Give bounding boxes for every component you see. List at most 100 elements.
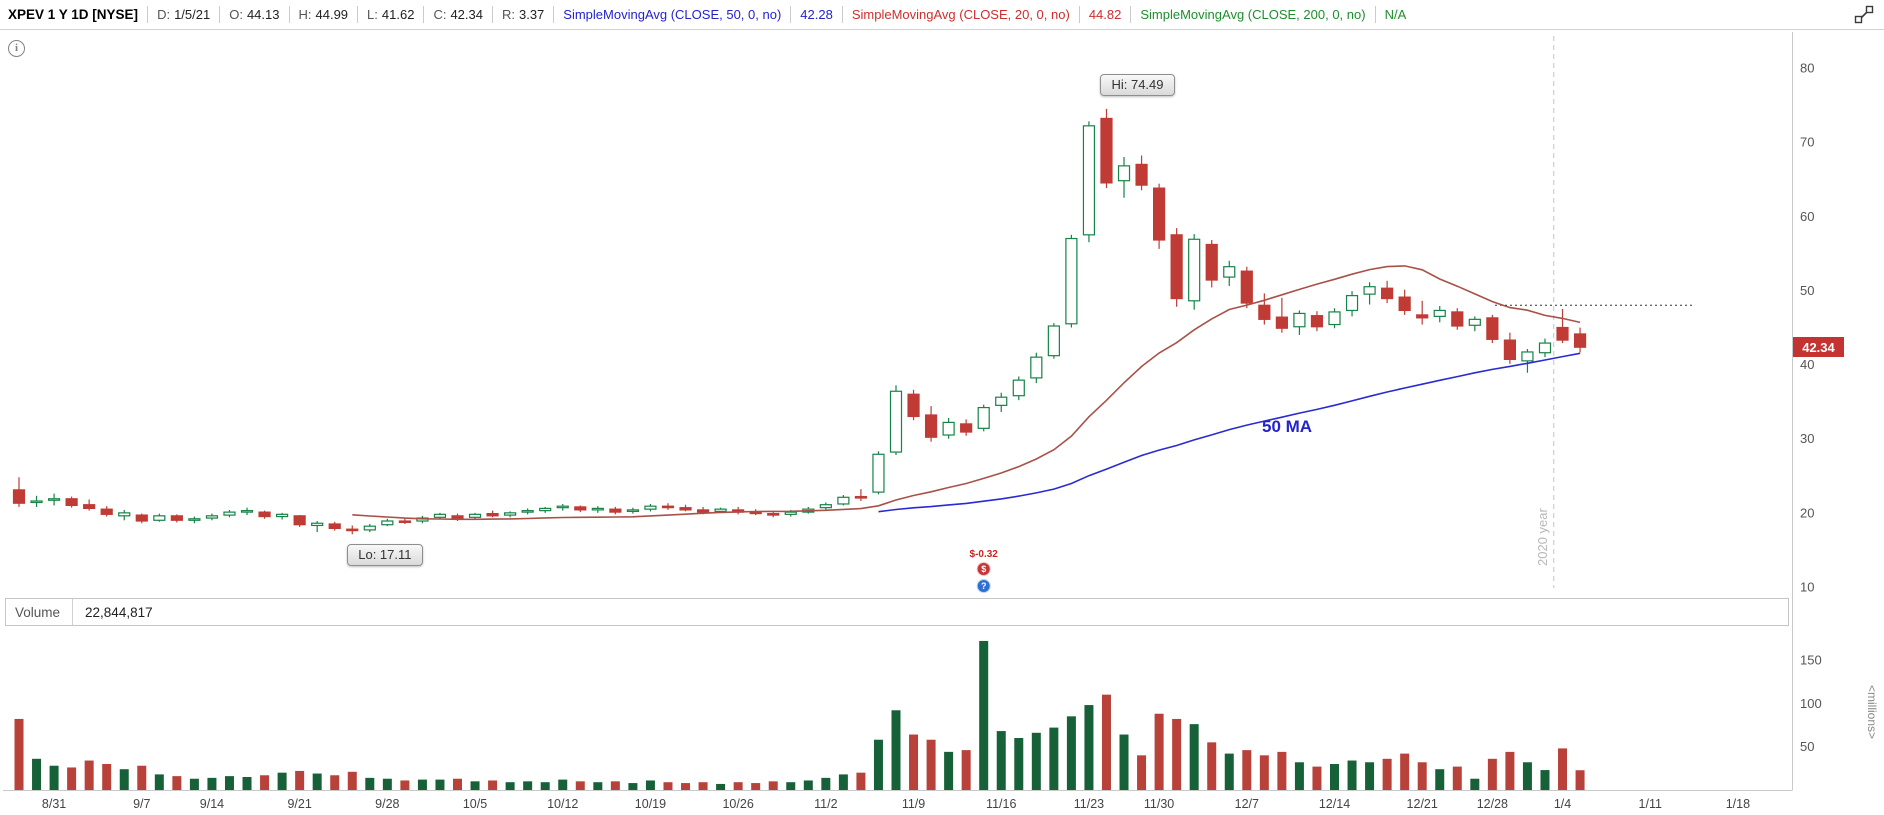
candle [1503,332,1517,364]
volume-bar [295,770,305,790]
volume-bar [417,779,427,790]
candle [381,518,394,527]
volume-bar [681,783,691,790]
chart-tools-icon[interactable] [1854,5,1874,25]
volume-bar [260,775,270,790]
volume-bar [768,781,778,790]
price-tick-label: 70 [1800,135,1814,150]
volume-bar [1400,753,1410,790]
volume-bar [505,782,515,790]
info-icon[interactable]: i [8,40,25,57]
volume-bar [1330,764,1339,790]
toolbar-separator [491,6,493,23]
candle [1556,308,1569,344]
price-tick-label: 30 [1800,431,1814,446]
toolbar-separator [219,6,221,23]
candle [1030,352,1043,384]
candle [486,510,499,518]
volume-bar [1435,769,1445,790]
date-tick-label: 10/19 [635,797,666,811]
candle [889,385,903,456]
lo-annotation: Lo: 17.11 [347,544,423,567]
sma20-overlay-label[interactable]: SimpleMovingAvg (CLOSE, 20, 0, no) [851,7,1070,22]
date-tick-label: 9/7 [133,797,150,811]
candle [398,518,411,524]
date-tick-label: 9/14 [200,797,224,811]
date-tick-label: 11/9 [902,797,925,811]
candle [30,495,43,507]
candle [539,506,552,513]
volume-bar [909,734,919,790]
toolbar-separator [1374,6,1376,23]
toolbar-separator [357,6,359,23]
event-marker-glyph: ? [981,581,987,591]
earnings-marker-icon [976,562,991,576]
candle [1521,349,1534,373]
candle [942,417,955,439]
sma20-line [352,265,1581,521]
volume-pane-label: Volume [15,604,61,620]
candle [1047,323,1060,359]
candle [854,489,868,501]
symbol-title[interactable]: XPEV 1 Y 1D [NYSE] [8,7,139,22]
hi-annotation: Hi: 74.49 [1100,73,1175,96]
volume-tick-label: 100 [1800,696,1822,711]
volume-bar [312,773,322,790]
candle [1363,282,1376,305]
date-readout: D: 1/5/21 [157,7,211,22]
volume-bar [49,765,59,790]
candle [433,512,447,519]
candle [1538,338,1552,358]
volume-bar [663,782,673,790]
candle [995,392,1008,413]
candle [1398,289,1411,315]
date-tick-label: 11/23 [1074,797,1104,811]
volume-bar [277,772,287,790]
volume-bar [488,780,498,790]
sma20-value: 44.82 [1088,7,1122,22]
candle [1082,121,1096,243]
toolbar-separator [553,6,555,23]
volume-bar [926,739,936,790]
volume-bar [207,777,217,790]
volume-bar [944,751,954,790]
volume-bar [1207,742,1217,790]
date-tick-label: 1/11 [1639,797,1662,811]
date-tick-label: 10/5 [463,797,487,811]
volume-bar [84,760,94,790]
volume-bar [1294,762,1304,790]
candle [135,513,148,524]
low-readout: L: 41.62 [367,7,415,22]
volume-pane-header[interactable]: Volume 22,844,817 [5,598,1789,626]
candle [1328,308,1341,329]
volume-bar [1365,762,1375,790]
volume-bar [821,777,831,790]
toolbar-separator [1078,6,1080,23]
candle [1205,240,1218,288]
date-tick-label: 12/14 [1319,797,1350,811]
price-tick-label: 50 [1800,283,1814,298]
volume-bar [242,777,252,790]
volume-bar [1137,755,1147,790]
toolbar-separator [790,6,792,23]
sma50-overlay-label[interactable]: SimpleMovingAvg (CLOSE, 50, 0, no) [563,7,782,22]
volume-bar [32,758,42,790]
volume-bar [1189,724,1199,790]
candle [626,507,640,514]
candle [1573,327,1587,353]
candle [872,451,885,495]
candle [609,506,622,515]
volume-bar [137,765,147,790]
volume-bar [558,779,568,790]
volume-bar [593,782,603,790]
date-tick-label: 10/26 [722,797,753,811]
date-tick-label: 12/28 [1477,797,1508,811]
volume-bar [733,782,743,790]
sma50-line [878,352,1581,513]
sma200-overlay-label[interactable]: SimpleMovingAvg (CLOSE, 200, 0, no) [1140,7,1366,22]
volume-bar [453,778,462,790]
candle [819,502,832,510]
volume-bar [224,776,234,790]
